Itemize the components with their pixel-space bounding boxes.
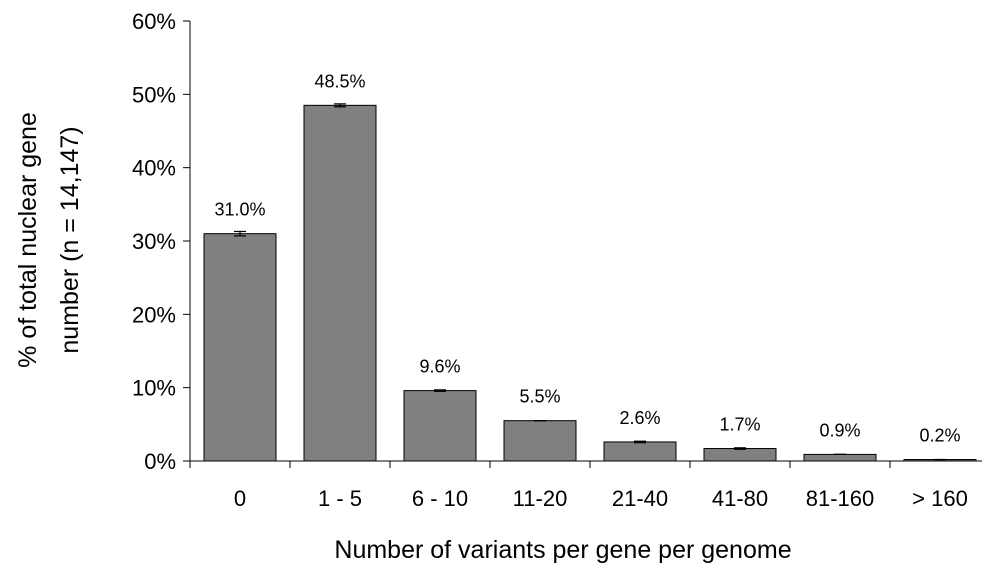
x-axis-title: Number of variants per gene per genome (334, 536, 791, 564)
bar (203, 233, 277, 462)
bar-value-label: 31.0% (214, 200, 265, 220)
bar (603, 441, 677, 462)
y-tick-label: 10% (132, 376, 176, 401)
x-axis: 0 1 - 5 6 - 10 11-20 21-40 41-80 81-160 > 160 (189, 460, 982, 511)
bar-value-label: 48.5% (314, 71, 365, 91)
bars (203, 103, 977, 462)
y-tick-label: 0% (144, 449, 176, 474)
x-tick-label: 11-20 (513, 486, 568, 511)
data-labels: 31.0% 48.5% 9.6% 5.5% 2.6% 1.7% 0.9% 0.2% (214, 71, 960, 445)
y-axis-title-line2: number (n = 14,147) (56, 126, 84, 353)
y-tick-label: 30% (132, 229, 176, 254)
x-tick-label: 41-80 (712, 486, 768, 511)
y-tick-label: 50% (132, 82, 176, 107)
bar (303, 104, 377, 462)
bar (703, 448, 777, 462)
bar-value-label: 0.9% (819, 420, 860, 440)
x-tick-label: 6 - 10 (412, 486, 468, 511)
bar-value-label: 9.6% (419, 357, 460, 377)
bar (403, 390, 477, 462)
x-tick-label: 21-40 (612, 486, 668, 511)
bar (503, 420, 577, 462)
bar (803, 453, 877, 462)
y-tick-label: 40% (132, 156, 176, 181)
x-tick-label: > 160 (912, 486, 968, 511)
y-axis: 0% 10% 20% 30% 40% 50% 60% (132, 9, 191, 474)
bar-value-label: 1.7% (719, 415, 760, 435)
x-tick-label: 81-160 (806, 486, 875, 511)
x-tick-label: 1 - 5 (318, 486, 362, 511)
bar-value-label: 0.2% (919, 426, 960, 446)
x-tick-label: 0 (234, 486, 246, 511)
bar-value-label: 2.6% (619, 408, 660, 428)
y-tick-label: 60% (132, 9, 176, 34)
y-axis-title-line1: % of total nuclear gene (14, 112, 42, 368)
bar-value-label: 5.5% (519, 387, 560, 407)
y-tick-label: 20% (132, 302, 176, 327)
